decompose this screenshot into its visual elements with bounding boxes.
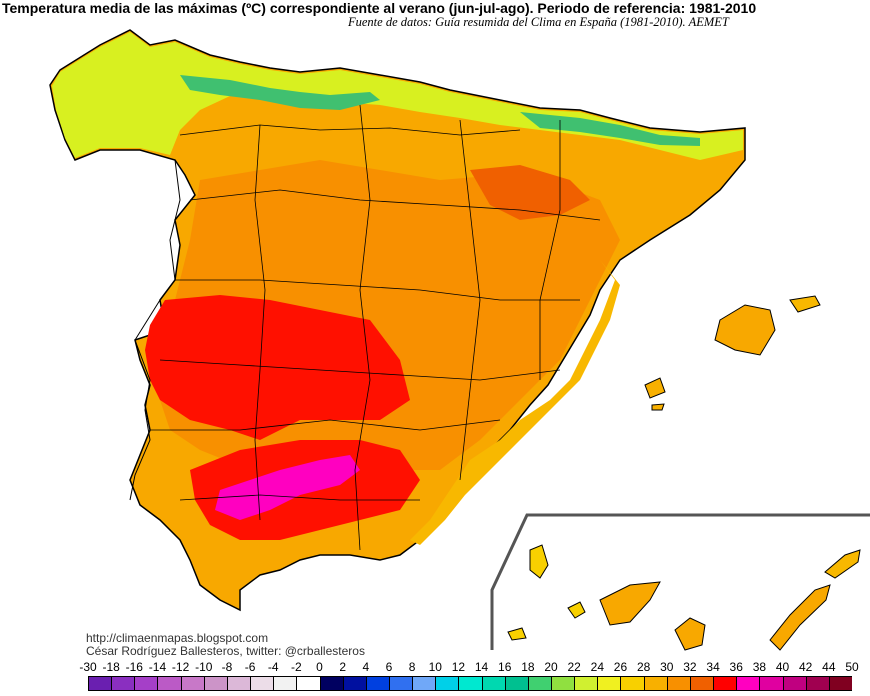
formentera: [652, 404, 664, 410]
legend-swatch: [829, 676, 852, 691]
legend-swatch: [783, 676, 806, 691]
legend-swatch: [528, 676, 551, 691]
legend-tick-label: 4: [362, 660, 369, 674]
el-hierro: [508, 628, 526, 640]
legend-tick-label: 40: [776, 660, 789, 674]
legend-tick-label: -12: [172, 660, 189, 674]
legend-tick-label: 10: [429, 660, 442, 674]
legend-tick-label: 38: [753, 660, 766, 674]
legend-tick-label: 16: [498, 660, 511, 674]
legend-swatch: [551, 676, 574, 691]
legend-swatch: [389, 676, 412, 691]
legend-tick-label: 20: [544, 660, 557, 674]
legend-tick-label: 2: [339, 660, 346, 674]
legend-swatch: [458, 676, 481, 691]
credit-blog: http://climaenmapas.blogspot.com: [86, 631, 268, 645]
legend-tick-label: -8: [222, 660, 233, 674]
legend-swatch: [320, 676, 343, 691]
legend-tick-label: 42: [799, 660, 812, 674]
legend-swatch: [111, 676, 134, 691]
legend-tick-label: 26: [614, 660, 627, 674]
legend-tick-label: 0: [316, 660, 323, 674]
legend-tick-label: 50: [845, 660, 858, 674]
legend-swatch: [644, 676, 667, 691]
temperature-map: [0, 0, 870, 660]
legend-tick-label: -18: [102, 660, 119, 674]
legend-tick-label: 22: [567, 660, 580, 674]
legend-tick-label: -10: [195, 660, 212, 674]
legend-tick-label: -6: [245, 660, 256, 674]
ibiza: [645, 378, 665, 398]
legend-swatch: [134, 676, 157, 691]
legend-swatch: [667, 676, 690, 691]
legend-tick-label: -16: [126, 660, 143, 674]
legend-swatch: [157, 676, 180, 691]
legend-tick-label: -4: [268, 660, 279, 674]
credit-author: César Rodríguez Ballesteros, twitter: @c…: [86, 644, 365, 658]
tenerife: [600, 582, 660, 625]
legend-tick-label: -30: [79, 660, 96, 674]
legend-tick-label: -14: [149, 660, 166, 674]
la-gomera: [568, 602, 585, 618]
legend-swatch: [620, 676, 643, 691]
legend-swatch: [412, 676, 435, 691]
legend-swatch: [597, 676, 620, 691]
legend-swatch: [759, 676, 782, 691]
legend-tick-label: 6: [386, 660, 393, 674]
legend-tick-label: 34: [706, 660, 719, 674]
legend-tick-label: 24: [591, 660, 604, 674]
gran-canaria: [675, 618, 705, 650]
legend-swatch: [296, 676, 319, 691]
legend-tick-label: 36: [730, 660, 743, 674]
legend-tick-label: 32: [683, 660, 696, 674]
legend-tick-label: 28: [637, 660, 650, 674]
legend-swatch: [713, 676, 736, 691]
legend-tick-label: 30: [660, 660, 673, 674]
legend-swatch: [343, 676, 366, 691]
legend-swatch: [736, 676, 759, 691]
la-palma: [530, 545, 548, 578]
legend-swatch: [273, 676, 296, 691]
legend-swatch: [227, 676, 250, 691]
lanzarote: [825, 550, 860, 578]
legend-swatch: [366, 676, 389, 691]
legend-tick-label: 14: [475, 660, 488, 674]
legend-swatch: [204, 676, 227, 691]
legend-swatch: [435, 676, 458, 691]
legend-swatch: [181, 676, 204, 691]
legend-swatch: [690, 676, 713, 691]
legend-tick-label: 18: [521, 660, 534, 674]
legend-tick-label: 12: [452, 660, 465, 674]
legend-tick-label: 44: [822, 660, 835, 674]
legend-swatch: [482, 676, 505, 691]
color-legend: -30 -18 -16 -14 -12 -10 -8 -6 -4 -2 0 2 4 6 8 10 12 14 16 1…: [0, 660, 870, 696]
legend-swatch: [806, 676, 829, 691]
legend-swatch: [505, 676, 528, 691]
legend-swatch: [574, 676, 597, 691]
legend-swatch: [250, 676, 273, 691]
legend-swatch: [88, 676, 111, 691]
menorca: [790, 296, 820, 312]
fuerteventura: [770, 585, 830, 650]
legend-tick-label: 8: [409, 660, 416, 674]
mallorca: [715, 305, 775, 355]
legend-tick-label: -2: [291, 660, 302, 674]
